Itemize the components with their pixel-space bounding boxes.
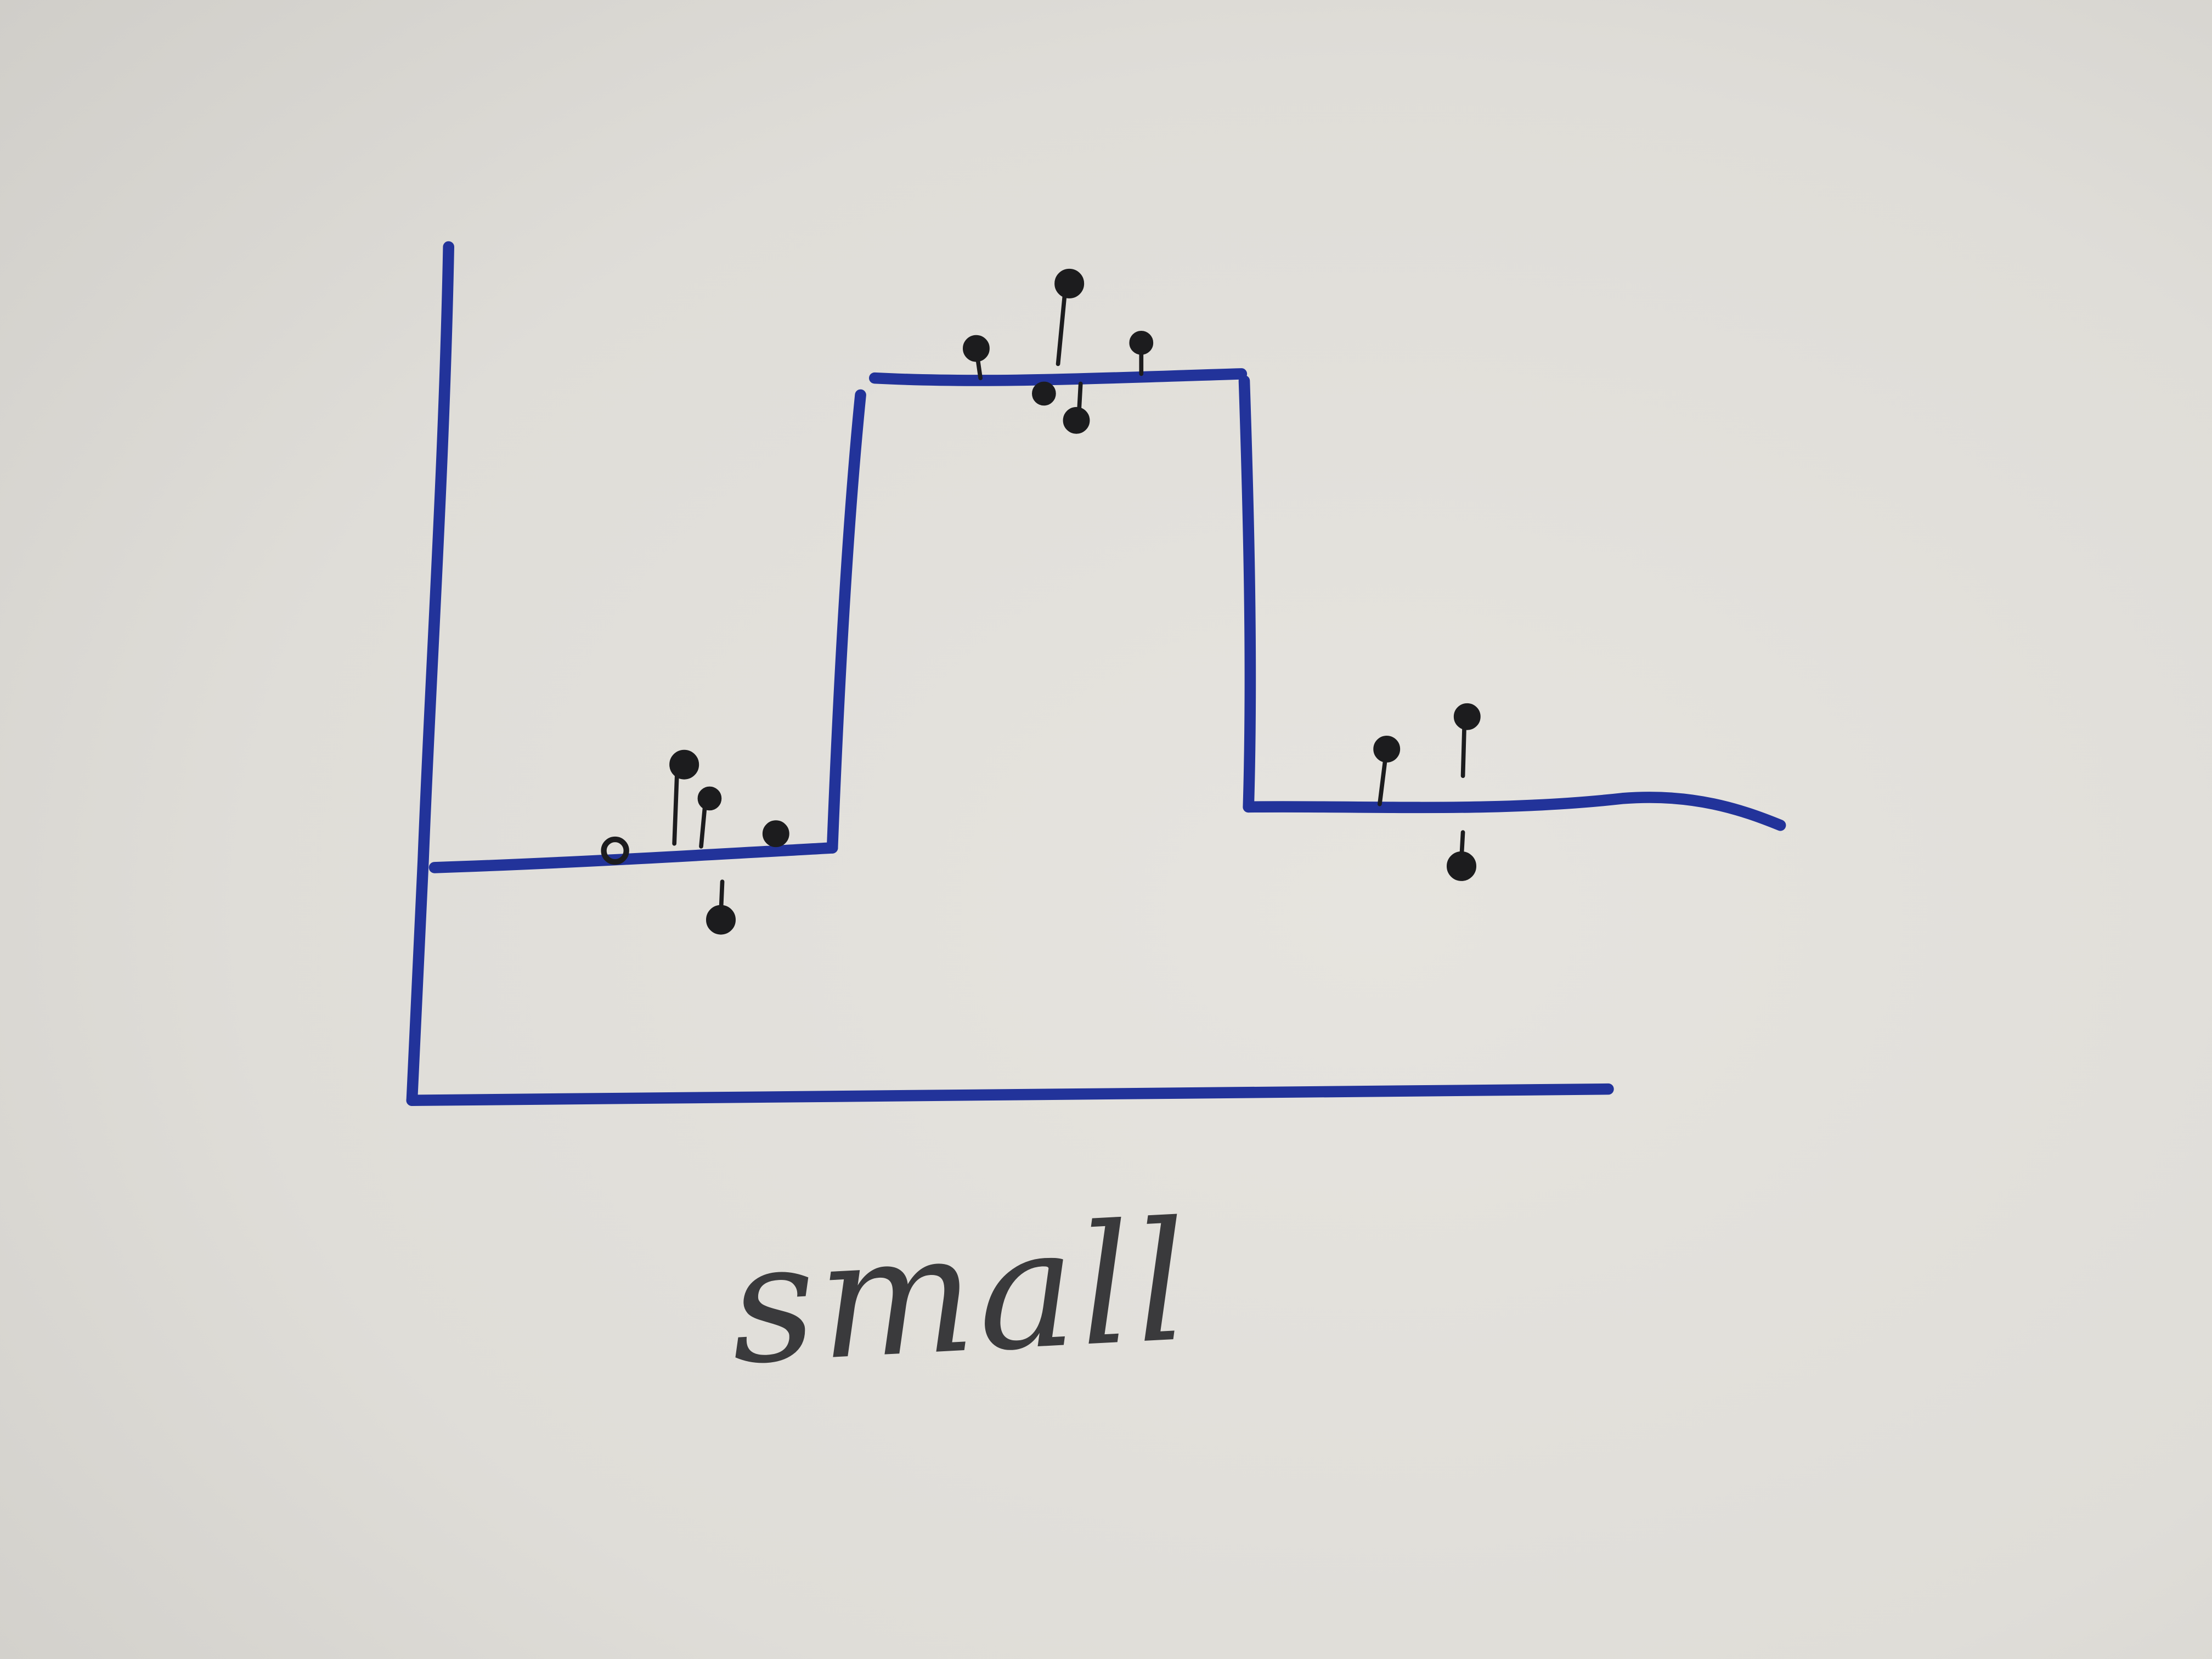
left-low-step-line: [428, 842, 838, 873]
pin-dot: [1063, 407, 1090, 434]
right-low-step-line: [1243, 792, 1786, 831]
pin-stem: [1056, 288, 1068, 366]
pin-dot: [1054, 268, 1085, 298]
pin-dot: [1032, 381, 1056, 406]
pin-dot: [697, 786, 722, 811]
pin-stem: [1077, 381, 1083, 411]
pin-dot: [1373, 736, 1401, 763]
pin-stem: [1378, 757, 1387, 806]
pin-stem: [672, 766, 680, 846]
left-vertical-line: [406, 241, 455, 1106]
pin-dot: [601, 836, 629, 865]
bottom-baseline-line: [406, 1083, 1614, 1106]
pin-stem: [975, 356, 983, 381]
pin-dot: [1447, 851, 1476, 881]
rising-edge-line: [826, 389, 866, 854]
handwritten-caption: small: [725, 1186, 1196, 1401]
pin-stem: [1460, 724, 1466, 778]
pin-dot: [706, 905, 736, 935]
blue-ink-drawing: [406, 241, 1786, 1106]
pin-dot: [1453, 703, 1481, 730]
falling-edge-line: [1238, 375, 1256, 813]
pin-dot: [762, 820, 789, 848]
high-plateau-line: [869, 368, 1248, 386]
pin-marks: [601, 268, 1481, 935]
pin-dot: [963, 335, 990, 362]
pin-dot: [669, 749, 699, 780]
